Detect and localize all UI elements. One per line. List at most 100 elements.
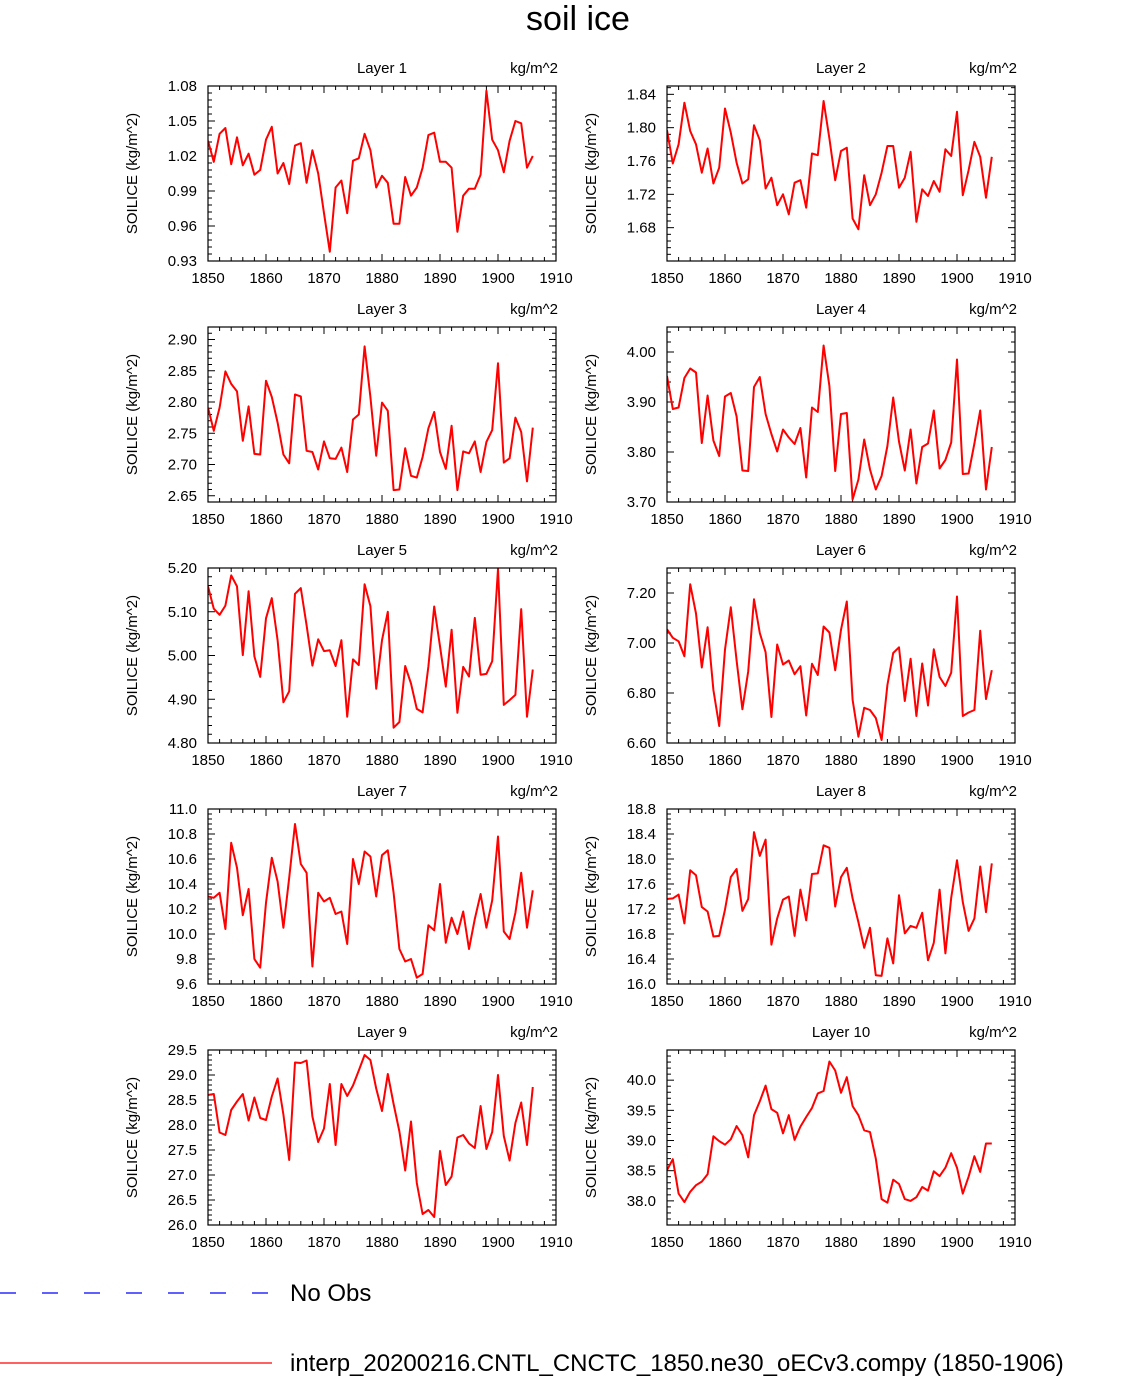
y-tick-label: 29.0 xyxy=(168,1067,197,1084)
y-tick-label: 2.75 xyxy=(168,425,197,442)
y-tick-label: 18.0 xyxy=(627,851,656,868)
figure-title: soil ice xyxy=(526,0,630,38)
y-tick-label: 2.90 xyxy=(168,332,197,349)
x-tick-label: 1880 xyxy=(824,511,857,528)
y-tick-label: 18.8 xyxy=(627,801,656,818)
panel-layer-5: Layer 5 kg/m^2 SOILICE (kg/m^2) 1850 1860 187… xyxy=(124,542,573,769)
x-tick-label: 1890 xyxy=(882,511,915,528)
x-tick-label: 1850 xyxy=(650,752,683,769)
y-tick-label: 2.85 xyxy=(168,363,197,380)
x-tick-label: 1890 xyxy=(423,270,456,287)
series-line-layer-4 xyxy=(667,344,993,501)
panel-title-layer-5: Layer 5 xyxy=(357,542,407,559)
x-tick-label: 1910 xyxy=(539,993,572,1010)
y-tick-label: 9.8 xyxy=(176,951,197,968)
x-tick-label: 1870 xyxy=(307,752,340,769)
y-tick-label: 39.5 xyxy=(627,1102,656,1119)
y-tick-label: 5.10 xyxy=(168,604,197,621)
x-tick-label: 1900 xyxy=(481,752,514,769)
y-tick-label: 1.76 xyxy=(627,153,656,170)
legend-item-model: interp_20200216.CNTL_CNCTC_1850.ne30_oEC… xyxy=(0,1350,1064,1377)
y-tick-label: 26.5 xyxy=(168,1192,197,1209)
panel-title-layer-8: Layer 8 xyxy=(816,783,866,800)
x-tick-label: 1880 xyxy=(365,270,398,287)
x-tick-label: 1910 xyxy=(539,752,572,769)
y-tick-label: 16.4 xyxy=(627,951,656,968)
x-tick-label: 1880 xyxy=(824,270,857,287)
x-tick-label: 1850 xyxy=(191,752,224,769)
y-tick-label: 1.80 xyxy=(627,120,656,137)
y-tick-label: 7.00 xyxy=(627,635,656,652)
y-tick-label: 28.0 xyxy=(168,1117,197,1134)
y-tick-label: 2.80 xyxy=(168,394,197,411)
y-tick-label: 6.80 xyxy=(627,685,656,702)
panel-title-layer-6: Layer 6 xyxy=(816,542,866,559)
panel-title-layer-1: Layer 1 xyxy=(357,60,407,77)
y-tick-label: 1.08 xyxy=(168,78,197,95)
x-tick-label: 1860 xyxy=(708,270,741,287)
plot-frame-layer-5 xyxy=(207,567,557,744)
panel-units-layer-7: kg/m^2 xyxy=(510,783,558,800)
y-tick-label: 1.84 xyxy=(627,86,656,103)
plot-frame-layer-9 xyxy=(207,1049,557,1226)
y-tick-label: 4.00 xyxy=(627,344,656,361)
y-axis-label-layer-2: SOILICE (kg/m^2) xyxy=(583,113,600,234)
series-line-layer-1 xyxy=(208,89,534,253)
x-tick-label: 1860 xyxy=(708,1234,741,1251)
panel-title-layer-7: Layer 7 xyxy=(357,783,407,800)
panel-units-layer-5: kg/m^2 xyxy=(510,542,558,559)
x-tick-label: 1860 xyxy=(249,270,282,287)
panel-layer-10: Layer 10 kg/m^2 SOILICE (kg/m^2) 1850 1860 18… xyxy=(583,1024,1032,1251)
x-tick-label: 1910 xyxy=(998,511,1031,528)
y-tick-label: 11.0 xyxy=(169,801,197,818)
y-tick-label: 2.70 xyxy=(168,457,197,474)
plot-frame-layer-10 xyxy=(666,1049,1016,1226)
y-tick-label: 3.80 xyxy=(627,444,656,461)
y-tick-label: 26.0 xyxy=(168,1217,197,1234)
x-tick-label: 1870 xyxy=(766,752,799,769)
y-tick-label: 4.80 xyxy=(168,735,197,752)
y-axis-label-layer-9: SOILICE (kg/m^2) xyxy=(124,1077,141,1198)
y-axis-label-layer-5: SOILICE (kg/m^2) xyxy=(124,595,141,716)
plot-frame-layer-3 xyxy=(207,326,557,503)
x-tick-label: 1850 xyxy=(191,993,224,1010)
series-line-layer-3 xyxy=(208,345,534,492)
panel-units-layer-8: kg/m^2 xyxy=(969,783,1017,800)
panel-layer-1: Layer 1 kg/m^2 SOILICE (kg/m^2) 1850 1860 187… xyxy=(124,60,573,287)
y-tick-label: 27.0 xyxy=(168,1167,197,1184)
y-tick-label: 4.90 xyxy=(168,691,197,708)
y-tick-label: 1.68 xyxy=(627,220,656,237)
x-tick-label: 1860 xyxy=(249,511,282,528)
y-tick-label: 27.5 xyxy=(168,1142,197,1159)
y-tick-label: 40.0 xyxy=(627,1072,656,1089)
series-line-layer-7 xyxy=(208,823,534,979)
x-tick-label: 1860 xyxy=(249,1234,282,1251)
x-tick-label: 1870 xyxy=(766,511,799,528)
y-tick-label: 2.65 xyxy=(168,488,197,505)
series-line-layer-8 xyxy=(667,831,993,977)
y-tick-label: 29.5 xyxy=(168,1042,197,1059)
plot-frame-layer-6 xyxy=(666,567,1016,744)
x-tick-label: 1900 xyxy=(940,270,973,287)
x-tick-label: 1850 xyxy=(191,1234,224,1251)
x-tick-label: 1870 xyxy=(766,993,799,1010)
x-tick-label: 1870 xyxy=(307,511,340,528)
panel-layer-4: Layer 4 kg/m^2 SOILICE (kg/m^2) 1850 1860 187… xyxy=(583,301,1032,528)
y-axis-label-layer-10: SOILICE (kg/m^2) xyxy=(583,1077,600,1198)
x-tick-label: 1890 xyxy=(882,270,915,287)
y-axis-label-layer-3: SOILICE (kg/m^2) xyxy=(124,354,141,475)
y-axis-label-layer-8: SOILICE (kg/m^2) xyxy=(583,836,600,957)
legend-item-no-obs: No Obs xyxy=(0,1280,371,1307)
x-tick-label: 1890 xyxy=(423,993,456,1010)
plot-frame-layer-7 xyxy=(207,808,557,985)
y-tick-label: 10.4 xyxy=(168,876,197,893)
x-tick-label: 1910 xyxy=(998,1234,1031,1251)
x-tick-label: 1880 xyxy=(824,993,857,1010)
x-tick-label: 1900 xyxy=(940,1234,973,1251)
series-line-layer-10 xyxy=(667,1060,992,1204)
x-tick-label: 1850 xyxy=(191,511,224,528)
panel-units-layer-3: kg/m^2 xyxy=(510,301,558,318)
legend-label-no-obs: No Obs xyxy=(290,1280,371,1307)
x-tick-label: 1850 xyxy=(650,511,683,528)
